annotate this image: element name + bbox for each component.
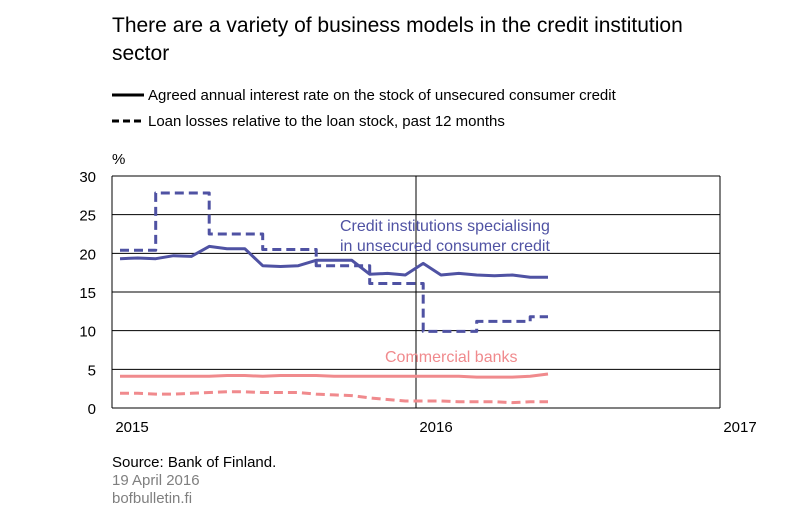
y-tick-label: 30: [79, 169, 96, 186]
y-tick-label: 10: [79, 324, 96, 341]
x-tick-label: 2016: [419, 419, 452, 436]
legend-solid-line-icon: [112, 93, 144, 97]
y-tick-label: 0: [88, 401, 96, 418]
y-tick-label: 20: [79, 246, 96, 263]
source-note: Source: Bank of Finland.: [112, 454, 277, 471]
x-tick-label: 2015: [115, 419, 148, 436]
x-tick-label: 2017: [723, 419, 756, 436]
legend-label-interest-rate: Agreed annual interest rate on the stock…: [148, 86, 616, 104]
legend-label-loan-losses: Loan losses relative to the loan stock, …: [148, 112, 505, 130]
publication-date: 19 April 2016: [112, 472, 200, 489]
series-line-specialised-dashed: [120, 191, 548, 333]
site-link[interactable]: bofbulletin.fi: [112, 490, 193, 507]
series-line-specialised-solid: [119, 244, 548, 279]
annotation-specialised-institutions: Credit institutions specialising in unsec…: [340, 218, 550, 255]
legend-dashed-line-icon: [112, 119, 144, 123]
series-line-commercial-solid: [120, 372, 549, 379]
chart-title: There are a variety of business models i…: [112, 14, 683, 65]
y-tick-label: 5: [88, 362, 96, 379]
annotation-line: in unsecured consumer credit: [340, 238, 550, 255]
series-line-commercial-dashed: [120, 390, 548, 405]
legend-item-loan-losses: Loan losses relative to the loan stock, …: [112, 110, 505, 132]
annotation-commercial-banks: Commercial banks: [385, 349, 517, 366]
annotation-line: Credit institutions specialising: [340, 218, 550, 235]
legend-item-interest-rate: Agreed annual interest rate on the stock…: [112, 84, 616, 106]
y-unit-label: %: [112, 151, 125, 168]
y-tick-label: 15: [79, 285, 96, 302]
y-tick-label: 25: [79, 208, 96, 225]
